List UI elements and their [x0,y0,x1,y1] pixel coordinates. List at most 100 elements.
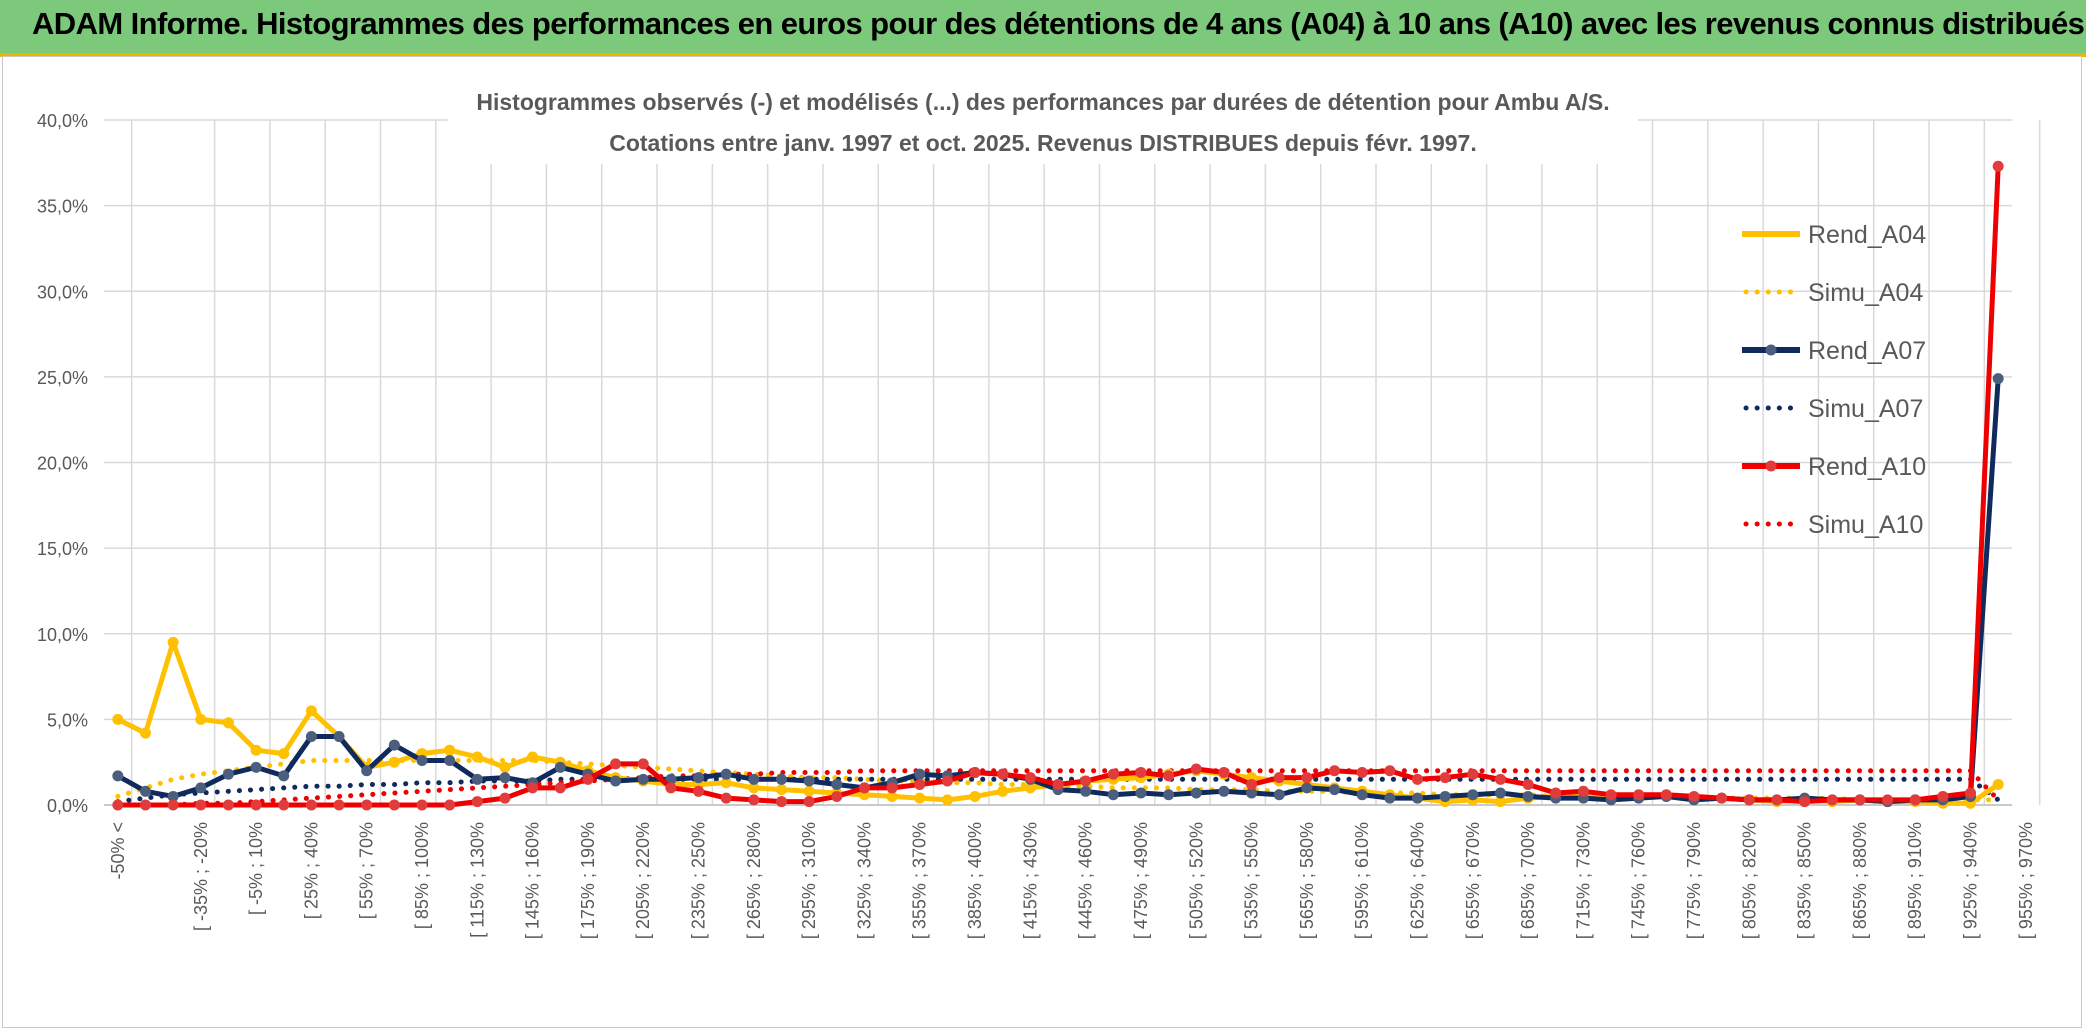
data-point [886,782,898,794]
data-point [803,785,815,797]
data-point [1301,782,1313,794]
data-point [361,799,373,811]
legend-item: Rend_A04 [1742,221,1926,249]
data-point [444,754,456,766]
data-point [1107,768,1119,780]
data-point [361,765,373,777]
legend-item: Simu_A10 [1743,511,1923,539]
data-point [388,799,400,811]
data-point [720,768,732,780]
data-point [1329,784,1341,796]
x-axis-ticks: -50% < [ -35% ; -20% [ -5% ; 10% [ 25% ; 40… [108,822,2036,939]
data-point [250,761,262,773]
data-point [112,770,124,782]
report-banner: ADAM Informe. Histogrammes des performan… [0,0,2086,56]
data-point [1771,794,1783,806]
x-tick-label: [ 175% ; 190% [578,822,598,939]
series-line-rend_a07 [116,378,2001,805]
data-point [1163,770,1175,782]
data-point [720,792,732,804]
series-line-simu_a10 [115,768,2001,808]
series-rend_a07 [112,373,2004,808]
data-point [1854,794,1866,806]
data-point [527,782,539,794]
data-point [1909,794,1921,806]
legend-label: Rend_A07 [1808,337,1926,365]
data-point [748,773,760,785]
chart-title: Histogrammes observés (-) et modélisés (… [476,89,1609,115]
x-tick-label: [ 235% ; 250% [689,822,709,939]
x-tick-label: [ 925% ; 940% [1961,822,1981,939]
chart-subtitle: Cotations entre janv. 1997 et oct. 2025.… [609,130,1477,156]
y-tick-label: 10,0% [37,625,88,645]
data-point [775,773,787,785]
data-point [1190,787,1202,799]
data-point [1660,789,1672,801]
data-point [637,758,649,770]
data-point [1826,794,1838,806]
data-point [941,794,953,806]
x-tick-label: [ 625% ; 640% [1407,822,1427,939]
data-point [471,796,483,808]
data-point [1937,790,1949,802]
data-point [499,761,511,773]
data-point [1052,778,1064,790]
banner-corner-left [0,54,14,57]
data-point [388,756,400,768]
data-point [139,727,151,739]
data-point [637,773,649,785]
data-point [1024,782,1036,794]
legend-label: Rend_A10 [1808,453,1926,481]
data-point [1467,768,1479,780]
data-point [388,739,400,751]
x-tick-label: [ 535% ; 550% [1242,822,1262,939]
data-point [914,768,926,780]
data-point [1273,772,1285,784]
data-point [1356,766,1368,778]
data-point [969,790,981,802]
data-point [1163,789,1175,801]
data-point [139,799,151,811]
series-line-rend_a10 [117,166,2001,808]
data-point [831,790,843,802]
x-tick-label: [ 25% ; 40% [301,822,321,919]
x-tick-label: [ 475% ; 490% [1131,822,1151,939]
x-tick-label: [ 445% ; 460% [1076,822,1096,939]
data-point [1190,763,1202,775]
grid-lines [104,119,2041,806]
title-background [448,84,1638,164]
data-point [1384,765,1396,777]
data-point [775,796,787,808]
y-tick-label: 25,0% [37,368,88,388]
data-point [250,799,262,811]
data-point [1605,789,1617,801]
data-point [1411,792,1423,804]
data-point [222,768,234,780]
legend-label: Simu_A07 [1808,395,1923,423]
y-axis-ticks: 0,0% 5,0% 10,0% 15,0% 20,0% 25,0% 30,0% 35,0% 40… [37,111,88,816]
data-point [1135,787,1147,799]
data-point [333,799,345,811]
data-point [112,799,124,811]
x-tick-label: [ 955% ; 970% [2016,822,2036,939]
data-point [1024,772,1036,784]
data-point [997,768,1009,780]
data-point [1882,794,1894,806]
legend-item: Simu_A07 [1743,395,1923,423]
y-tick-label: 0,0% [47,796,88,816]
y-tick-label: 15,0% [37,539,88,559]
data-point [693,772,705,784]
legend-label: Simu_A10 [1808,511,1923,539]
x-tick-label: [ 655% ; 670% [1463,822,1483,939]
data-point [1107,789,1119,801]
data-point [914,792,926,804]
x-tick-label: [ 685% ; 700% [1518,822,1538,939]
x-tick-label: [ 385% ; 400% [965,822,985,939]
data-point [775,784,787,796]
data-point [1522,778,1534,790]
x-tick-label: [ 145% ; 160% [523,822,543,939]
data-point [1246,778,1258,790]
data-point [1965,787,1977,799]
data-point [112,713,124,725]
legend: Rend_A04 Simu_A04 Rend_A07 Simu_A07 Rend_A10… [1742,221,1926,539]
